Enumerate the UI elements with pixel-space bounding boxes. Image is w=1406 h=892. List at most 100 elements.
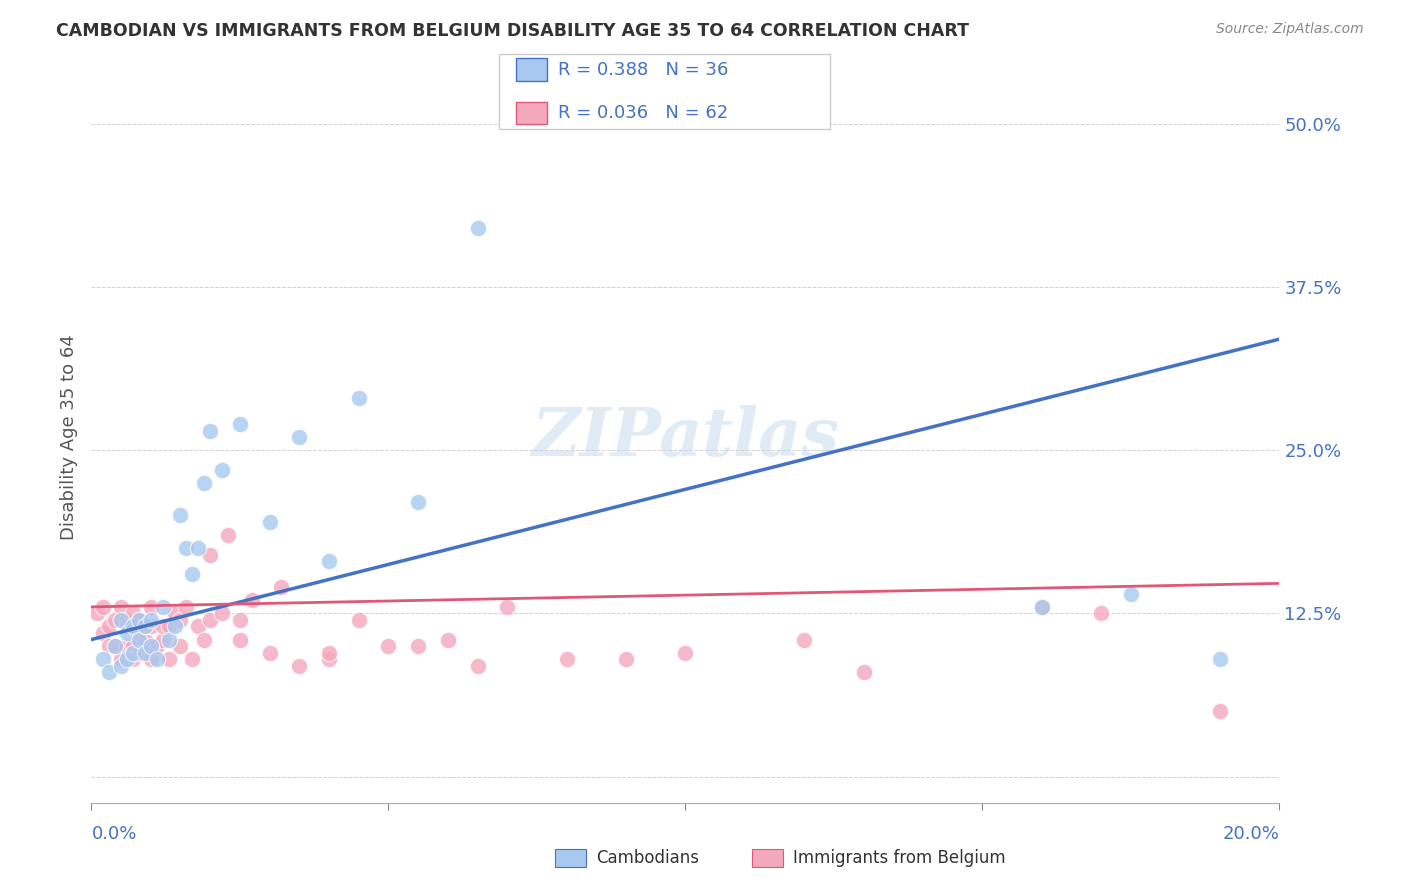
Point (91, 599, 114, 614)
Point (187, 541, 209, 555)
Point (115, 639, 138, 653)
Point (139, 619, 162, 633)
Point (852, 665, 875, 680)
Point (467, 658, 489, 673)
Point (86, 607, 108, 621)
Point (673, 646, 696, 660)
Point (1031, 599, 1053, 614)
Point (436, 632, 458, 647)
Point (110, 658, 132, 673)
Point (217, 528, 239, 542)
Point (110, 613, 132, 627)
Point (347, 613, 370, 627)
Point (122, 607, 145, 621)
Point (406, 495, 429, 509)
Point (229, 613, 252, 627)
Point (318, 646, 340, 660)
Point (555, 652, 578, 666)
Point (152, 632, 174, 647)
Text: 0.0%: 0.0% (91, 825, 136, 843)
Point (115, 626, 138, 640)
Y-axis label: Disability Age 35 to 64: Disability Age 35 to 64 (59, 334, 77, 540)
Text: Source: ZipAtlas.com: Source: ZipAtlas.com (1216, 22, 1364, 37)
Point (157, 619, 180, 633)
Point (122, 619, 145, 633)
Point (152, 599, 174, 614)
Point (104, 639, 127, 653)
Point (128, 626, 150, 640)
Point (134, 619, 156, 633)
Text: 20.0%: 20.0% (1223, 825, 1279, 843)
Point (187, 619, 209, 633)
Point (259, 646, 281, 660)
Text: Immigrants from Belgium: Immigrants from Belgium (793, 849, 1005, 867)
Point (496, 599, 519, 614)
Point (259, 515, 281, 529)
Point (318, 652, 340, 666)
Point (181, 652, 204, 666)
Point (200, 424, 222, 438)
Point (347, 391, 370, 405)
Point (110, 613, 132, 627)
Point (157, 632, 180, 647)
Point (200, 613, 222, 627)
Point (134, 646, 156, 660)
Point (139, 652, 162, 666)
Point (288, 658, 311, 673)
Point (128, 646, 150, 660)
Point (406, 639, 429, 653)
Point (145, 652, 167, 666)
Point (1209, 705, 1232, 719)
Point (614, 652, 637, 666)
Point (377, 639, 399, 653)
Point (122, 646, 145, 660)
Point (270, 580, 292, 594)
Point (176, 599, 198, 614)
Point (122, 639, 145, 653)
Point (229, 632, 252, 647)
Point (181, 567, 204, 582)
Point (1119, 587, 1142, 601)
Point (193, 632, 215, 647)
Point (128, 613, 150, 627)
Point (122, 652, 145, 666)
Point (145, 639, 167, 653)
Text: R = 0.036   N = 62: R = 0.036 N = 62 (558, 104, 728, 122)
Point (467, 221, 489, 235)
Point (1209, 652, 1232, 666)
Point (134, 619, 156, 633)
Point (128, 613, 150, 627)
Text: ZIPatlas: ZIPatlas (531, 405, 839, 469)
Point (98, 665, 121, 680)
Point (163, 619, 186, 633)
Point (1031, 599, 1053, 614)
Text: CAMBODIAN VS IMMIGRANTS FROM BELGIUM DISABILITY AGE 35 TO 64 CORRELATION CHART: CAMBODIAN VS IMMIGRANTS FROM BELGIUM DIS… (56, 22, 969, 40)
Point (128, 632, 150, 647)
Point (104, 613, 127, 627)
Point (115, 619, 138, 633)
Point (211, 607, 233, 621)
Point (98, 639, 121, 653)
Point (91, 652, 114, 666)
Point (169, 508, 191, 523)
Point (193, 475, 215, 490)
Point (163, 607, 186, 621)
Point (793, 632, 815, 647)
Point (169, 639, 191, 653)
Point (91, 626, 114, 640)
Point (134, 632, 156, 647)
Point (139, 613, 162, 627)
Point (104, 639, 127, 653)
Point (288, 430, 311, 444)
Point (1090, 607, 1112, 621)
Point (98, 619, 121, 633)
Text: R = 0.388   N = 36: R = 0.388 N = 36 (558, 61, 728, 78)
Point (110, 599, 132, 614)
Point (115, 652, 138, 666)
Point (211, 463, 233, 477)
Point (139, 639, 162, 653)
Point (229, 417, 252, 431)
Point (157, 652, 180, 666)
Point (176, 541, 198, 555)
Point (115, 613, 138, 627)
